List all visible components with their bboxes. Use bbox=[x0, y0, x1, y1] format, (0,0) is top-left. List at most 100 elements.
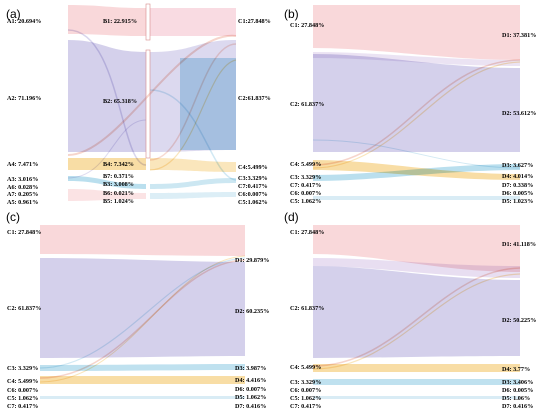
node-label: D4: 3.77% bbox=[502, 366, 530, 373]
panel-a-letter: (a) bbox=[6, 7, 21, 21]
node-label: D7: 0.338% bbox=[502, 182, 533, 189]
node-label: C5: 1.062% bbox=[7, 395, 38, 402]
node-label: C3:3.329% bbox=[238, 175, 268, 182]
panel-b-letter: (b) bbox=[284, 7, 299, 21]
node-label: D5: 1.06% bbox=[502, 395, 530, 402]
flow-cross-2 bbox=[67, 29, 147, 166]
flow-c1-d1 bbox=[40, 225, 245, 256]
flow-cross-c2 bbox=[39, 257, 246, 369]
flow-cross-d1 bbox=[312, 267, 521, 367]
flow-a2-b2 bbox=[68, 40, 146, 152]
flow-c3-d3 bbox=[313, 164, 520, 181]
node-label: B5: 1.024% bbox=[103, 198, 134, 205]
node-label: C5:1.062% bbox=[238, 199, 268, 206]
flow-cross-6 bbox=[67, 119, 147, 179]
node-label: A4: 7.471% bbox=[7, 161, 38, 168]
flow-cross-b2 bbox=[312, 61, 521, 169]
node-label: D2: 50.225% bbox=[502, 317, 536, 324]
panel-c: (c) C1: 27.848% C2: 61.837% C3: 3.329% C… bbox=[6, 210, 269, 410]
node-label: D6: 0.005% bbox=[502, 387, 533, 394]
node-label: C4: 5.499% bbox=[7, 378, 38, 385]
flow-small-1 bbox=[150, 192, 236, 199]
panel-a: (a) A1: 20.694% A2: 71.196% A4: 7.471% A… bbox=[6, 3, 271, 206]
node-label: B6: 0.021% bbox=[103, 190, 134, 197]
node-label: C2: 61.837% bbox=[290, 101, 324, 108]
flow-b1-c1 bbox=[150, 8, 236, 36]
flow-cross-5 bbox=[149, 59, 237, 171]
flow-cross-3 bbox=[149, 43, 237, 161]
node-label: D5: 1.023% bbox=[502, 198, 533, 205]
node-b2-box bbox=[145, 49, 151, 159]
node-label: C3: 3.329% bbox=[7, 365, 38, 372]
flow-c2-d1 bbox=[313, 258, 520, 278]
flow-c5-d5 bbox=[40, 396, 245, 399]
node-label: C2: 61.837% bbox=[7, 305, 41, 312]
node-label: C1:27.848% bbox=[238, 18, 271, 25]
node-label: C4: 5.499% bbox=[290, 364, 321, 371]
node-label: C4:5.499% bbox=[238, 164, 268, 171]
node-label: D1: 37.381% bbox=[502, 32, 536, 39]
node-label: A5: 0.961% bbox=[7, 199, 38, 206]
panel-d: (d) C1: 27.848% C2: 61.837% C4: 5.499% C… bbox=[284, 210, 536, 410]
node-label: D4: 4.416% bbox=[235, 377, 266, 384]
node-label: C6: 0.007% bbox=[290, 387, 321, 394]
panel-b: (b) C1: 27.848% C2: 61.837% C4: 5.499% C… bbox=[284, 5, 536, 205]
node-label: C5: 1.062% bbox=[290, 198, 321, 205]
flow-c5-d5 bbox=[313, 196, 520, 200]
node-label: A7: 0.205% bbox=[7, 191, 38, 198]
node-label: D7: 0.416% bbox=[235, 403, 266, 410]
flow-a1-b1 bbox=[68, 5, 146, 36]
node-label: C7: 0.417% bbox=[7, 403, 38, 410]
panel-c-letter: (c) bbox=[6, 210, 20, 224]
node-label: C7: 0.417% bbox=[290, 182, 321, 189]
flow-c2-d1 bbox=[313, 52, 520, 66]
node-label: C3: 3.329% bbox=[290, 379, 321, 386]
flow-c3-d3 bbox=[313, 379, 520, 385]
node-label: B4: 7.342% bbox=[103, 161, 134, 168]
flow-cross-c3 bbox=[39, 255, 246, 383]
node-label: B3: 3.008% bbox=[103, 181, 134, 188]
node-label: C3: 3.329% bbox=[290, 174, 321, 181]
node-label: D3: 3.406% bbox=[502, 379, 533, 386]
flow-b3-c3 bbox=[150, 178, 236, 189]
node-label: B7: 0.371% bbox=[103, 173, 134, 180]
node-label: C6: 0.007% bbox=[7, 387, 38, 394]
node-label: C1: 27.848% bbox=[7, 229, 41, 236]
node-label: C4: 5.499% bbox=[290, 161, 321, 168]
node-label: D2: 53.612% bbox=[502, 110, 536, 117]
node-label: C6:0.007% bbox=[238, 191, 268, 198]
node-label: C2:61.837% bbox=[238, 95, 271, 102]
flow-small-2 bbox=[68, 189, 146, 201]
node-label: A2: 71.196% bbox=[7, 95, 41, 102]
node-label: C5: 1.062% bbox=[290, 395, 321, 402]
node-label: D6: 0.005% bbox=[502, 190, 533, 197]
node-label: D6: 0.007% bbox=[235, 386, 266, 393]
node-label: B1: 22.915% bbox=[103, 18, 137, 25]
node-label: D1: 41.118% bbox=[502, 241, 536, 248]
node-label: D4: 4.014% bbox=[502, 173, 533, 180]
flow-c4-d4 bbox=[313, 364, 520, 372]
node-label: A1: 20.694% bbox=[7, 18, 41, 25]
flow-c5-d5 bbox=[313, 396, 520, 399]
flow-cross-b1 bbox=[312, 59, 521, 166]
flow-a3-b3 bbox=[68, 176, 146, 189]
node-label: C7:0.417% bbox=[238, 183, 268, 190]
flow-cross-4 bbox=[149, 89, 237, 181]
node-label: B2: 65.318% bbox=[103, 98, 137, 105]
flow-cross-b3 bbox=[312, 139, 521, 169]
node-label: C7: 0.417% bbox=[290, 403, 321, 410]
flow-b4-c4 bbox=[150, 158, 236, 172]
node-label: D3: 3.627% bbox=[502, 162, 533, 169]
node-label: D2: 60.235% bbox=[235, 308, 269, 315]
flow-cross-1 bbox=[67, 34, 237, 156]
node-label: D3: 3.987% bbox=[235, 365, 266, 372]
node-label: A3: 3.016% bbox=[7, 176, 38, 183]
flow-c3-d3 bbox=[40, 364, 245, 371]
node-label: C1: 27.848% bbox=[290, 22, 324, 29]
flow-c2-d2 bbox=[40, 258, 245, 358]
flow-c1-d1 bbox=[313, 225, 520, 272]
flow-c1-d1 bbox=[313, 5, 520, 60]
node-label: D1: 29.879% bbox=[235, 257, 269, 264]
flow-cross-c1 bbox=[39, 259, 246, 379]
